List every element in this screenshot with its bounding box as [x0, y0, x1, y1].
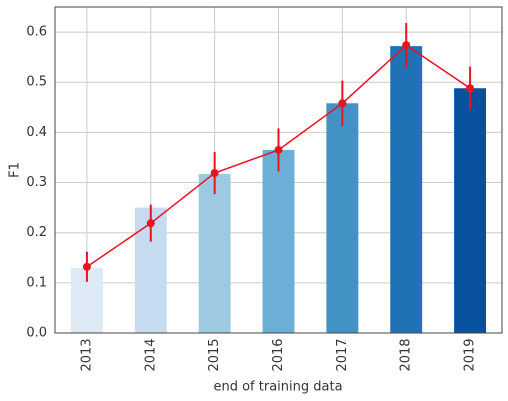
x-tick-label: 2019	[463, 338, 478, 371]
y-tick-label: 0.2	[26, 225, 47, 240]
point	[338, 99, 347, 108]
bar	[262, 149, 295, 333]
bar	[454, 88, 487, 333]
point	[82, 262, 91, 271]
x-tick-label: 2017	[335, 338, 350, 371]
y-tick-label: 0.0	[26, 326, 47, 341]
x-tick-label: 2015	[207, 338, 222, 371]
plot-frame	[54, 6, 503, 334]
point	[146, 219, 155, 228]
bar	[198, 174, 231, 333]
y-tick-label: 0.1	[26, 275, 47, 290]
x-tick-label: 2014	[143, 338, 158, 371]
y-tick-label: 0.3	[26, 175, 47, 190]
x-tick-label: 2013	[79, 338, 94, 371]
y-axis-label: F1	[8, 162, 23, 178]
y-tick-label: 0.6	[26, 25, 47, 40]
y-tick-label: 0.4	[26, 125, 47, 140]
bar	[390, 46, 423, 334]
point	[402, 41, 411, 50]
point	[274, 145, 283, 154]
point	[466, 84, 475, 93]
x-axis-label: end of training data	[213, 380, 342, 395]
x-tick-label: 2016	[271, 338, 286, 371]
y-tick-label: 0.5	[26, 75, 47, 90]
x-tick-label: 2018	[399, 338, 414, 371]
point	[210, 169, 219, 178]
bar	[326, 103, 359, 334]
